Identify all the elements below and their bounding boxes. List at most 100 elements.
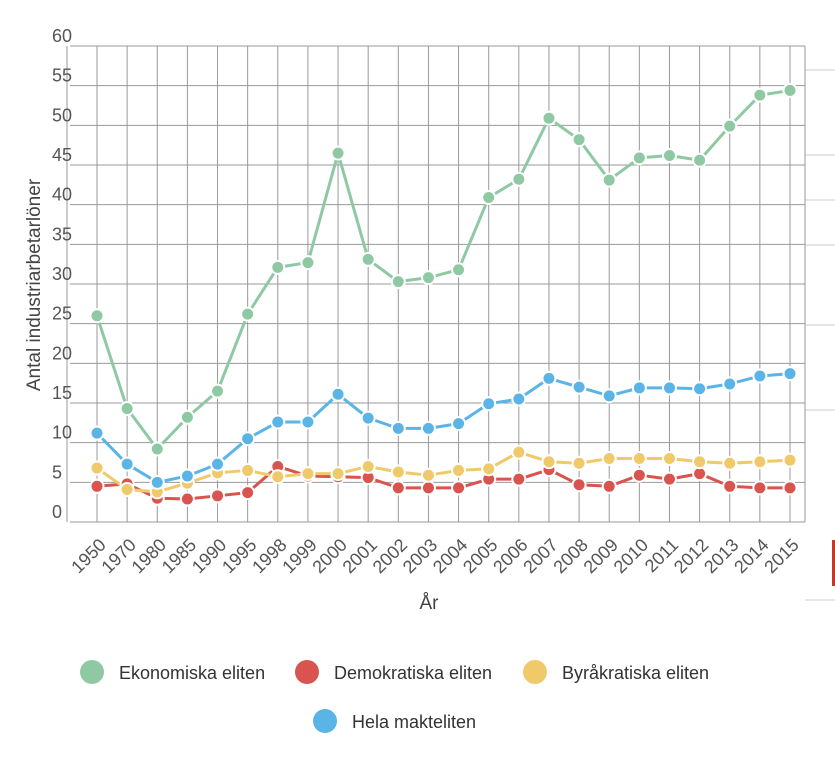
data-point (752, 454, 768, 470)
data-point (661, 471, 677, 487)
data-point (390, 464, 406, 480)
y-axis-ticks: 0 5 10 15 20 25 30 35 40 45 50 55 60 (52, 26, 72, 522)
x-axis-title: År (420, 593, 440, 614)
data-point (210, 383, 226, 399)
data-point (240, 306, 256, 322)
legend-swatch (523, 660, 547, 684)
y-tick-label: 5 (52, 462, 62, 482)
y-tick-label: 25 (52, 304, 72, 324)
data-point (661, 380, 677, 396)
data-point (571, 379, 587, 395)
data-point (390, 480, 406, 496)
data-point (240, 431, 256, 447)
y-tick-label: 35 (52, 224, 72, 244)
data-point (511, 444, 527, 460)
grid (66, 45, 835, 601)
data-point (601, 451, 617, 467)
legend-label: Byråkratiska eliten (562, 663, 709, 683)
data-point (451, 416, 467, 432)
data-point (631, 150, 647, 166)
y-tick-label: 30 (52, 264, 72, 284)
data-point (270, 414, 286, 430)
x-axis-ticks: 1950197019801985199019951998199920002001… (67, 535, 802, 577)
data-point (661, 451, 677, 467)
data-point (541, 454, 557, 470)
data-point (179, 468, 195, 484)
data-point (179, 491, 195, 507)
legend-swatch (80, 660, 104, 684)
data-point (782, 452, 798, 468)
data-point (179, 409, 195, 425)
y-tick-label: 50 (52, 105, 72, 125)
x-tick-label: 2015 (760, 535, 802, 577)
data-point (631, 467, 647, 483)
data-point (451, 262, 467, 278)
data-point (149, 441, 165, 457)
data-point (481, 190, 497, 206)
data-point (722, 478, 738, 494)
y-tick-label: 20 (52, 343, 72, 363)
data-point (571, 132, 587, 148)
data-point (571, 455, 587, 471)
data-point (300, 414, 316, 430)
data-point (89, 478, 105, 494)
data-point (119, 481, 135, 497)
data-point (601, 172, 617, 188)
data-point (692, 454, 708, 470)
data-point (390, 420, 406, 436)
data-point (420, 480, 436, 496)
data-point (240, 485, 256, 501)
data-point (511, 391, 527, 407)
data-point (330, 145, 346, 161)
data-point (752, 480, 768, 496)
data-point (631, 451, 647, 467)
data-point (752, 87, 768, 103)
data-point (300, 466, 316, 482)
data-point (89, 425, 105, 441)
data-point (89, 460, 105, 476)
data-point (692, 381, 708, 397)
data-point (511, 171, 527, 187)
data-point (451, 462, 467, 478)
data-point (541, 110, 557, 126)
y-tick-label: 10 (52, 423, 72, 443)
data-point (782, 82, 798, 98)
data-point (330, 466, 346, 482)
data-point (541, 370, 557, 386)
data-point (481, 396, 497, 412)
data-point (451, 480, 467, 496)
data-point (782, 366, 798, 382)
data-point (631, 380, 647, 396)
legend-swatch (313, 709, 337, 733)
data-point (601, 388, 617, 404)
data-point (571, 477, 587, 493)
data-point (692, 152, 708, 168)
data-point (270, 259, 286, 275)
y-tick-label: 40 (52, 185, 72, 205)
data-point (722, 376, 738, 392)
data-point (240, 462, 256, 478)
data-point (420, 270, 436, 286)
legend: Ekonomiska eliten Demokratiska eliten Byrå… (80, 660, 709, 733)
data-point (360, 410, 376, 426)
y-tick-label: 0 (52, 502, 62, 522)
data-point (661, 147, 677, 163)
series-line (95, 372, 791, 484)
data-point (300, 255, 316, 271)
data-point (390, 274, 406, 290)
series-line (95, 88, 791, 451)
data-point (722, 118, 738, 134)
y-axis-title: Antal industriarbetarlöner (24, 178, 45, 391)
data-point (89, 308, 105, 324)
data-point (752, 368, 768, 384)
series-lines (95, 88, 791, 501)
legend-label: Ekonomiska eliten (119, 663, 265, 683)
data-point (481, 461, 497, 477)
data-point (149, 474, 165, 490)
data-point (511, 471, 527, 487)
y-tick-label: 55 (52, 66, 72, 86)
data-point (119, 401, 135, 417)
data-point (722, 455, 738, 471)
legend-label: Hela makteliten (352, 712, 476, 732)
